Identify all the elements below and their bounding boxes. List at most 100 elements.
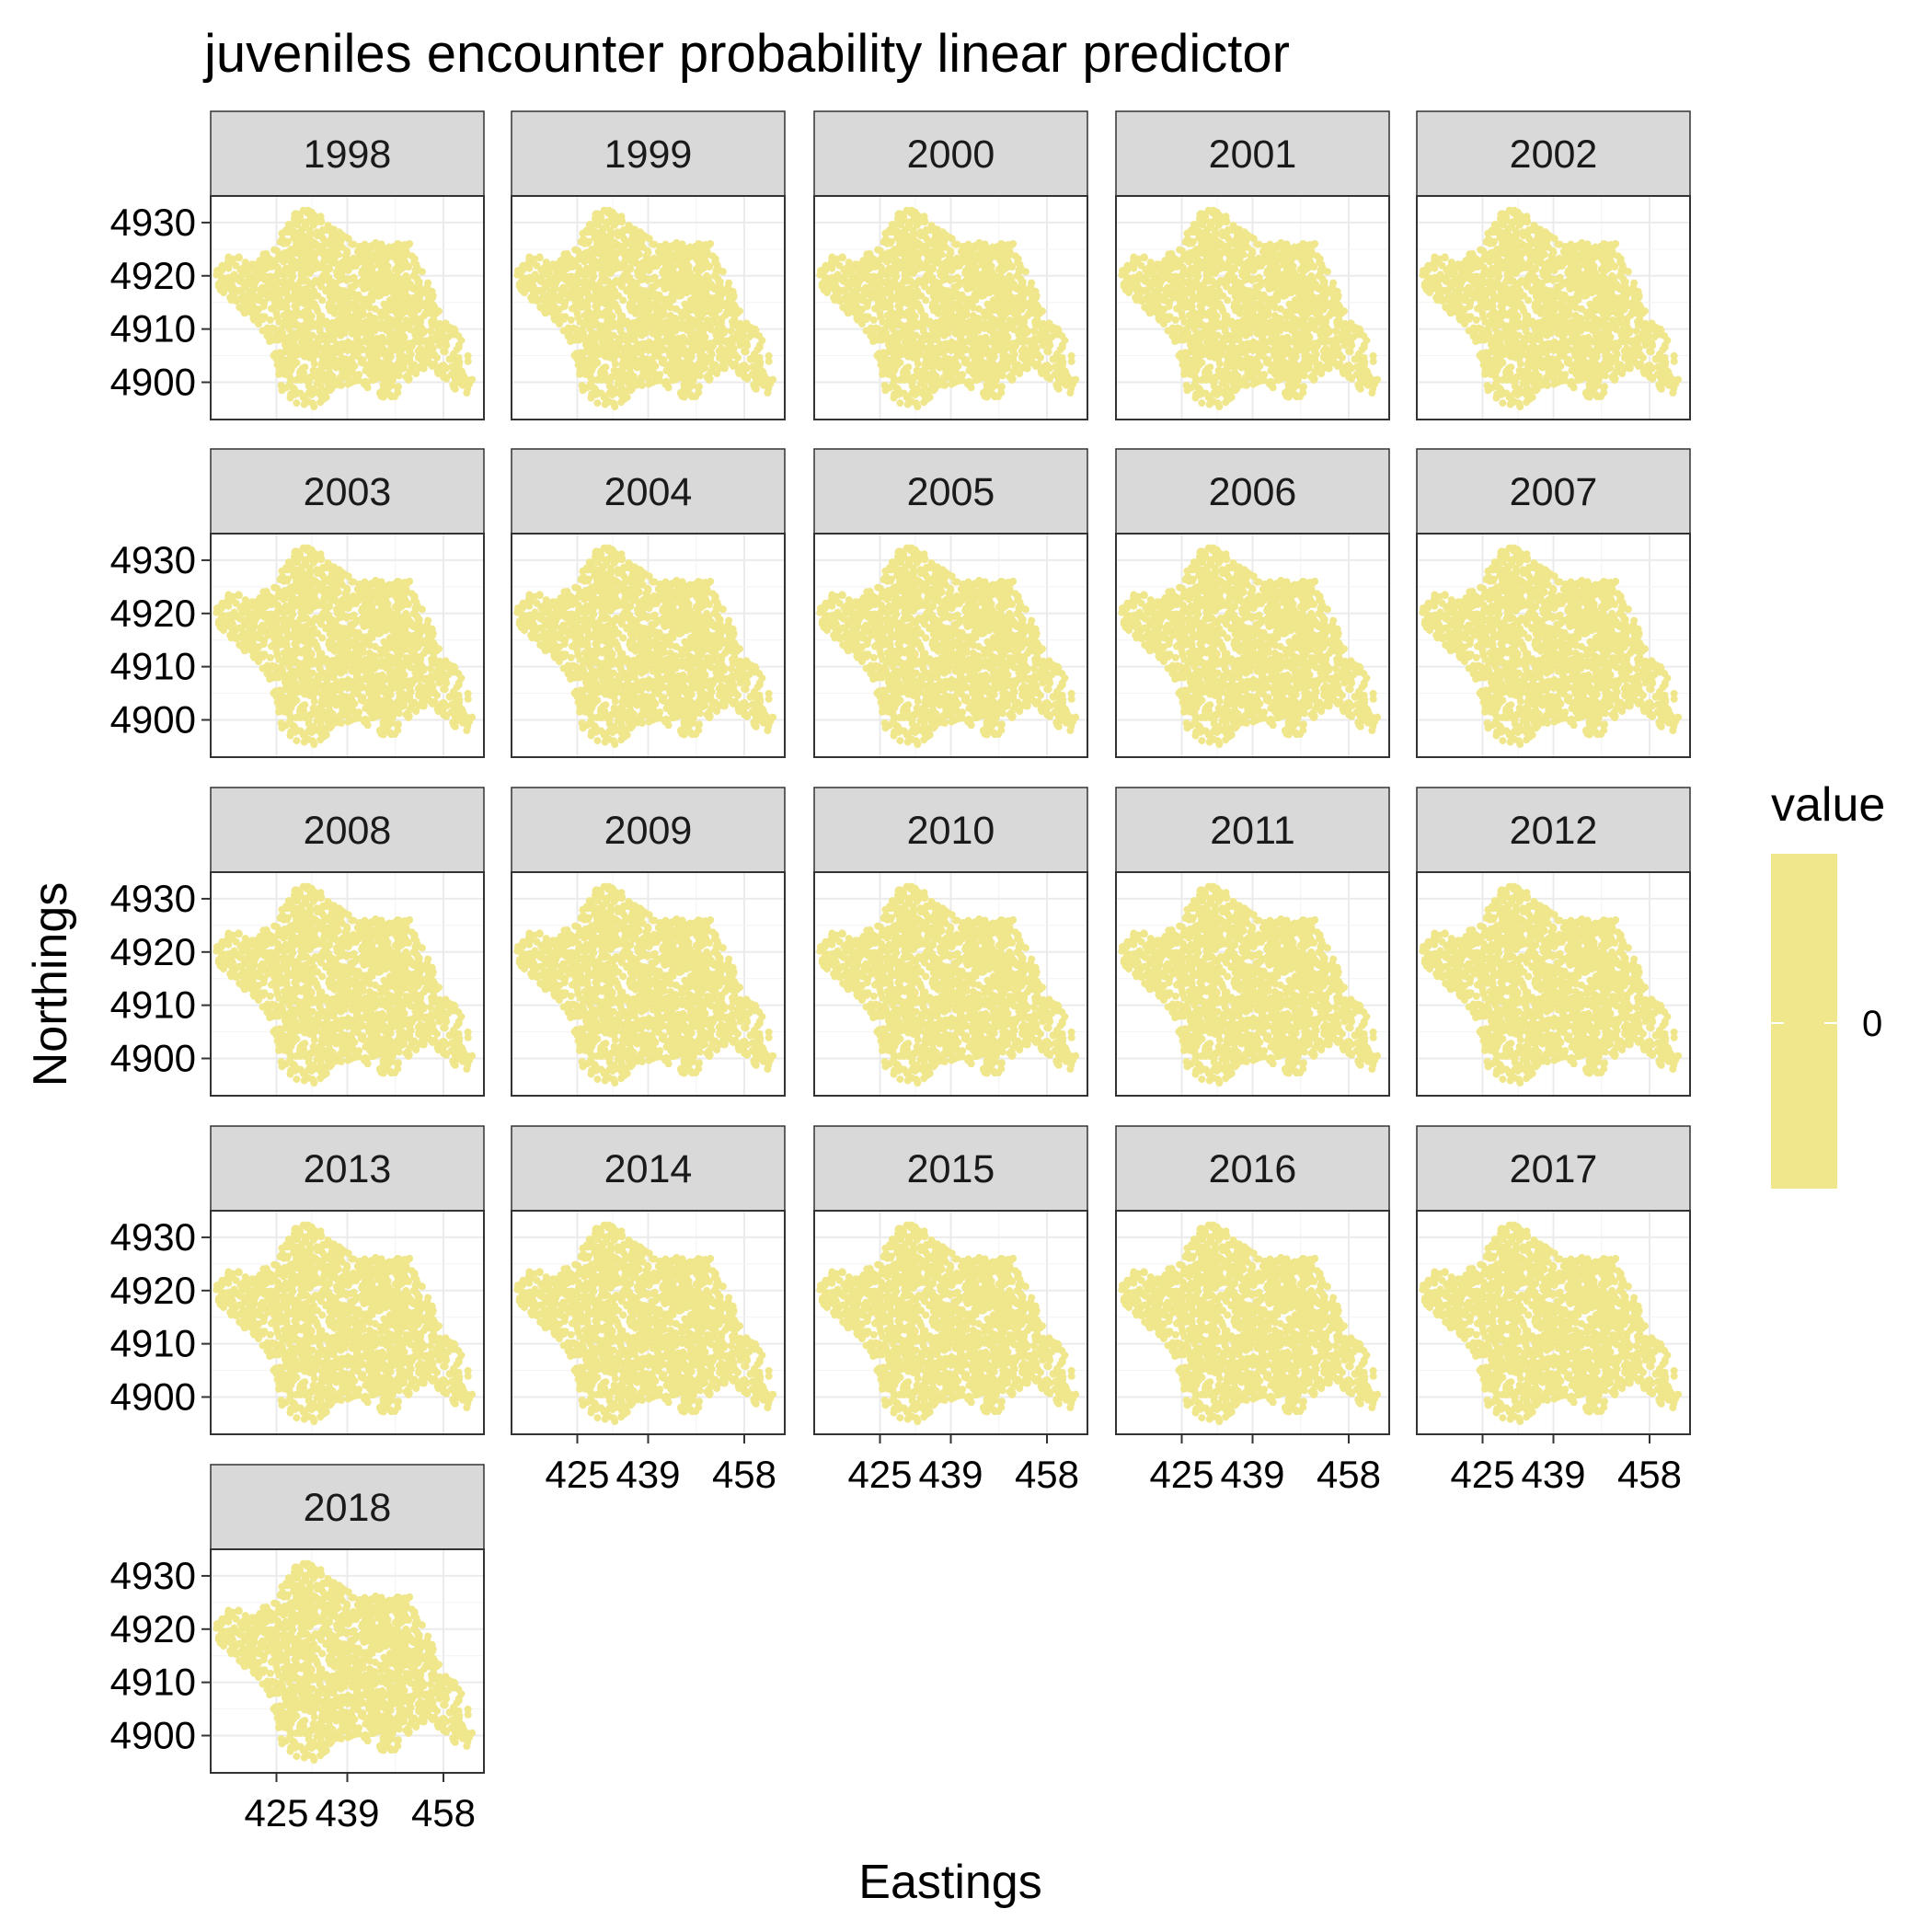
data-point [753,359,761,366]
data-point [688,337,696,344]
data-point [644,277,651,284]
data-point [660,305,667,313]
data-point [317,366,325,374]
data-point [627,328,635,335]
data-point [343,277,351,284]
data-point [579,290,586,297]
data-point [674,343,682,351]
data-point [628,354,636,362]
data-point [375,323,383,330]
data-point [437,366,444,374]
data-point [635,293,642,301]
facet-strip-label: 1998 [304,132,392,177]
data-point [645,374,652,381]
data-point [328,286,336,293]
data-point [646,311,653,318]
data-point [708,283,716,291]
data-point [612,212,619,219]
data-point [549,295,557,303]
data-point [613,277,620,284]
data-point [684,373,691,380]
data-point [399,343,407,351]
data-point [278,382,285,389]
data-point [365,303,373,310]
data-point [273,310,281,317]
data-point [301,393,308,400]
data-point [690,295,697,303]
data-point [686,380,694,387]
data-point [716,278,723,285]
data-point [688,348,696,355]
data-point [245,270,252,277]
data-point [681,394,688,401]
data-point [592,303,599,310]
data-point [661,285,669,293]
data-point [560,328,568,335]
data-point [406,240,413,247]
data-point [318,296,326,304]
data-point [287,391,294,398]
data-point [362,378,369,385]
data-point [230,273,237,281]
data-point [443,374,450,382]
data-point [585,238,592,246]
data-point [738,366,745,374]
data-point [600,351,607,358]
data-point [327,321,334,328]
data-point [615,335,623,342]
data-point [651,282,659,290]
data-point [637,303,644,310]
data-point [616,317,624,325]
data-point [591,295,598,303]
data-point [699,299,707,306]
data-point [707,240,714,247]
data-point [245,281,252,288]
data-point [704,251,711,259]
data-point [746,326,753,333]
data-point [593,240,601,247]
y-tick-label: 4920 [110,254,196,297]
data-point [326,300,333,307]
data-point [352,339,360,347]
data-point [695,240,702,247]
data-point [661,360,668,367]
data-point [316,378,324,385]
data-point [452,385,459,393]
data-point [638,234,646,241]
data-point [376,291,384,298]
data-point [355,296,362,304]
data-point [592,210,600,217]
data-point [639,317,647,325]
data-point [721,312,729,319]
data-point [645,259,652,266]
data-point [390,275,397,282]
data-point [389,295,397,303]
data-point [345,311,352,318]
data-point [649,362,656,369]
data-point [695,267,702,274]
data-point [370,366,377,374]
data-point [359,305,366,313]
data-point [718,337,725,344]
data-point [566,263,573,270]
data-point [612,300,619,307]
data-point [325,250,332,258]
data-point [624,394,631,401]
data-point [277,270,284,277]
data-point [592,287,600,294]
data-point [586,221,593,228]
data-point [561,254,569,261]
data-point [278,328,285,336]
data-point [582,252,590,259]
data-point [652,377,660,385]
data-point [677,291,684,298]
data-point [415,353,422,361]
data-point [646,267,653,274]
data-point [417,337,424,344]
data-point [434,322,442,329]
data-point [224,255,232,262]
data-point [650,241,658,248]
data-point [652,304,660,311]
data-point [753,385,760,393]
